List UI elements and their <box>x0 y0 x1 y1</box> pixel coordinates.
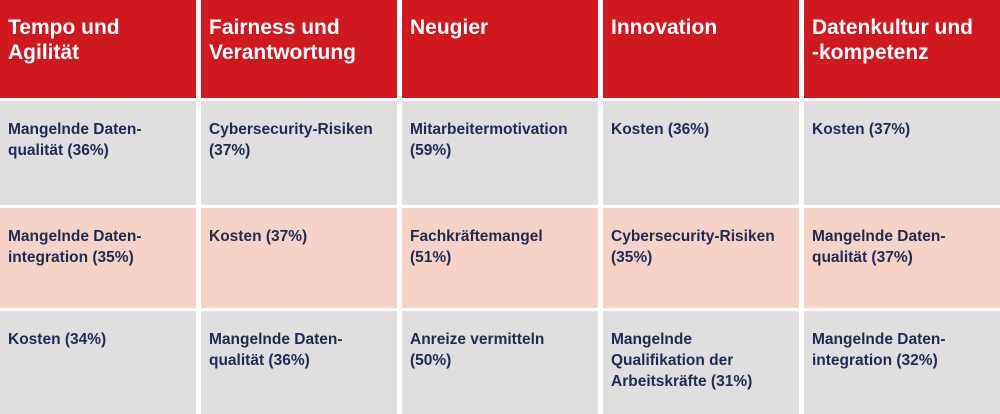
cell-line: Mangelnde Daten- <box>209 331 343 348</box>
header-line: Innovation <box>611 16 718 39</box>
header-line: Verantwortung <box>209 41 357 64</box>
table-cell: Kosten (37%) <box>804 101 1000 205</box>
cell-line: Fachkräftemangel <box>410 228 543 245</box>
table-cell: Mangelnde Daten- qualität (36%) <box>0 101 196 205</box>
cell-line: Mangelnde <box>611 331 692 348</box>
table-cell: Mangelnde Daten- integration (35%) <box>0 208 196 308</box>
table-cell: Fachkräftemangel (51%) <box>402 208 598 308</box>
cell-line: Kosten (34%) <box>8 331 107 348</box>
cell-line: Kosten (36%) <box>611 121 710 138</box>
cell-line: (59%) <box>410 142 452 159</box>
header-line: Agilität <box>8 41 80 64</box>
table-cell: Mangelnde Qualifikation der Arbeitskräft… <box>603 311 799 414</box>
header-line: Tempo und <box>8 16 120 39</box>
column-header-innovation: Innovation <box>603 0 799 98</box>
table-cell: Cybersecurity-Risiken (37%) <box>201 101 397 205</box>
cell-line: (50%) <box>410 352 452 369</box>
cell-line: qualität (37%) <box>812 249 913 266</box>
cell-line: qualität (36%) <box>8 142 109 159</box>
cell-line: Anreize vermitteln <box>410 331 545 348</box>
table-cell: Mangelnde Daten- qualität (36%) <box>201 311 397 414</box>
header-line: Fairness und <box>209 16 340 39</box>
cell-line: qualität (36%) <box>209 352 310 369</box>
header-line: Datenkultur und <box>812 16 973 39</box>
cell-line: Mangelnde Daten- <box>812 228 946 245</box>
header-line: Neugier <box>410 16 489 39</box>
column-header-fairness: Fairness und Verantwortung <box>201 0 397 98</box>
cell-line: Kosten (37%) <box>209 228 308 245</box>
cell-line: Mangelnde Daten- <box>812 331 946 348</box>
column-header-neugier: Neugier <box>402 0 598 98</box>
table-cell: Mangelnde Daten- integration (32%) <box>804 311 1000 414</box>
column-header-datenkultur: Datenkultur und -kompetenz <box>804 0 1000 98</box>
cell-line: Cybersecurity-Risiken <box>209 121 373 138</box>
header-line: -kompetenz <box>812 41 929 64</box>
cell-line: Mangelnde Daten- <box>8 121 142 138</box>
table-cell: Mangelnde Daten- qualität (37%) <box>804 208 1000 308</box>
table-cell: Anreize vermitteln (50%) <box>402 311 598 414</box>
cell-line: Mitarbeitermotivation <box>410 121 568 138</box>
cell-line: Kosten (37%) <box>812 121 911 138</box>
table-cell: Kosten (36%) <box>603 101 799 205</box>
cell-line: Cybersecurity-Risiken <box>611 228 775 245</box>
cell-line: Arbeitskräfte (31%) <box>611 373 753 390</box>
cell-line: Qualifikation der <box>611 352 734 369</box>
table-cell: Kosten (34%) <box>0 311 196 414</box>
cell-line: Mangelnde Daten- <box>8 228 142 245</box>
cell-line: integration (35%) <box>8 249 134 266</box>
column-header-tempo: Tempo und Agilität <box>0 0 196 98</box>
table-cell: Mitarbeitermotivation (59%) <box>402 101 598 205</box>
table-cell: Kosten (37%) <box>201 208 397 308</box>
cell-line: (35%) <box>611 249 653 266</box>
table-cell: Cybersecurity-Risiken (35%) <box>603 208 799 308</box>
cell-line: integration (32%) <box>812 352 938 369</box>
cell-line: (37%) <box>209 142 251 159</box>
cell-line: (51%) <box>410 249 452 266</box>
